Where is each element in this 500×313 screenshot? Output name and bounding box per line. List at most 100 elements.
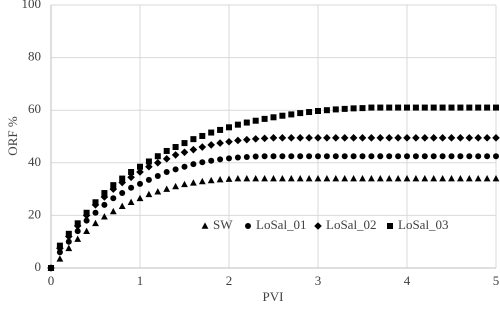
- data-point: [429, 134, 438, 142]
- data-point: [404, 104, 410, 111]
- data-point: [305, 174, 313, 182]
- data-point: [412, 153, 419, 160]
- data-point: [145, 190, 153, 198]
- data-point: [456, 134, 465, 142]
- legend-marker: [201, 222, 209, 229]
- data-point: [323, 107, 330, 114]
- data-point: [297, 153, 304, 160]
- data-point: [448, 104, 455, 111]
- x-tick-label: 4: [404, 273, 411, 288]
- data-point: [269, 134, 278, 142]
- data-point: [154, 188, 162, 195]
- data-point: [386, 153, 393, 160]
- data-point: [190, 136, 197, 143]
- data-point: [189, 145, 198, 154]
- data-point: [376, 174, 384, 182]
- data-point: [225, 137, 233, 146]
- data-point: [190, 161, 197, 168]
- data-point: [403, 174, 411, 182]
- data-point: [190, 179, 197, 186]
- data-point: [234, 136, 242, 145]
- data-point: [288, 111, 295, 118]
- data-point: [323, 134, 331, 142]
- data-point: [181, 180, 188, 188]
- data-point: [180, 148, 189, 157]
- data-point: [332, 106, 339, 113]
- data-point: [137, 180, 143, 187]
- legend-label: LoSal_01: [256, 217, 307, 232]
- x-tick-label: 1: [137, 273, 144, 288]
- data-point: [243, 119, 250, 126]
- data-point: [243, 154, 250, 161]
- x-tick-label: 5: [493, 273, 500, 288]
- data-point: [430, 104, 437, 111]
- data-point: [358, 134, 367, 142]
- data-point: [465, 134, 474, 142]
- data-point: [162, 155, 171, 163]
- data-point: [48, 265, 54, 271]
- data-point: [493, 104, 499, 111]
- data-point: [483, 134, 491, 142]
- data-point: [92, 209, 99, 216]
- data-point: [438, 134, 447, 142]
- data-point: [119, 190, 126, 197]
- data-point: [110, 195, 117, 202]
- data-point: [359, 174, 366, 182]
- data-point: [475, 104, 482, 111]
- data-point: [252, 153, 259, 160]
- data-point: [92, 219, 99, 227]
- legend-label: LoSal_03: [398, 217, 449, 232]
- data-point: [394, 174, 402, 182]
- data-point: [163, 147, 170, 154]
- legend-label: LoSal_02: [326, 217, 377, 232]
- data-point: [385, 134, 393, 142]
- data-point: [154, 153, 161, 160]
- data-point: [315, 107, 321, 114]
- data-point: [101, 190, 108, 197]
- y-tick-label: 0: [35, 259, 42, 274]
- data-point: [404, 153, 410, 160]
- data-point: [118, 202, 126, 209]
- data-point: [457, 174, 464, 182]
- data-point: [56, 255, 64, 262]
- data-point: [252, 117, 259, 124]
- data-point: [421, 153, 428, 160]
- data-point: [350, 105, 357, 112]
- data-point: [306, 153, 313, 160]
- data-point: [484, 153, 491, 160]
- data-point: [412, 104, 419, 111]
- data-point: [368, 153, 375, 160]
- data-point: [252, 174, 260, 182]
- data-point: [297, 110, 304, 117]
- data-point: [119, 175, 126, 182]
- data-point: [466, 104, 473, 111]
- data-point: [83, 209, 90, 216]
- data-point: [296, 174, 304, 182]
- data-point: [484, 104, 491, 111]
- data-point: [386, 104, 393, 111]
- y-tick-label: 100: [22, 0, 42, 11]
- data-point: [65, 230, 72, 237]
- data-point: [448, 153, 455, 160]
- data-point: [56, 249, 63, 256]
- data-point: [474, 174, 482, 182]
- data-point: [439, 174, 446, 182]
- data-point: [367, 134, 376, 142]
- data-point: [145, 162, 153, 171]
- data-point: [216, 176, 224, 183]
- data-point: [368, 174, 375, 182]
- x-axis-label: PVI: [263, 289, 284, 304]
- data-point: [171, 151, 180, 159]
- data-point: [207, 141, 215, 149]
- data-point: [225, 175, 233, 182]
- data-point: [421, 134, 429, 142]
- data-point: [394, 134, 402, 142]
- data-point: [296, 134, 304, 142]
- data-point: [474, 134, 482, 142]
- y-tick-label: 20: [28, 206, 41, 221]
- data-point: [261, 174, 268, 182]
- data-point: [251, 135, 260, 143]
- data-point: [234, 121, 241, 128]
- data-point: [350, 153, 357, 160]
